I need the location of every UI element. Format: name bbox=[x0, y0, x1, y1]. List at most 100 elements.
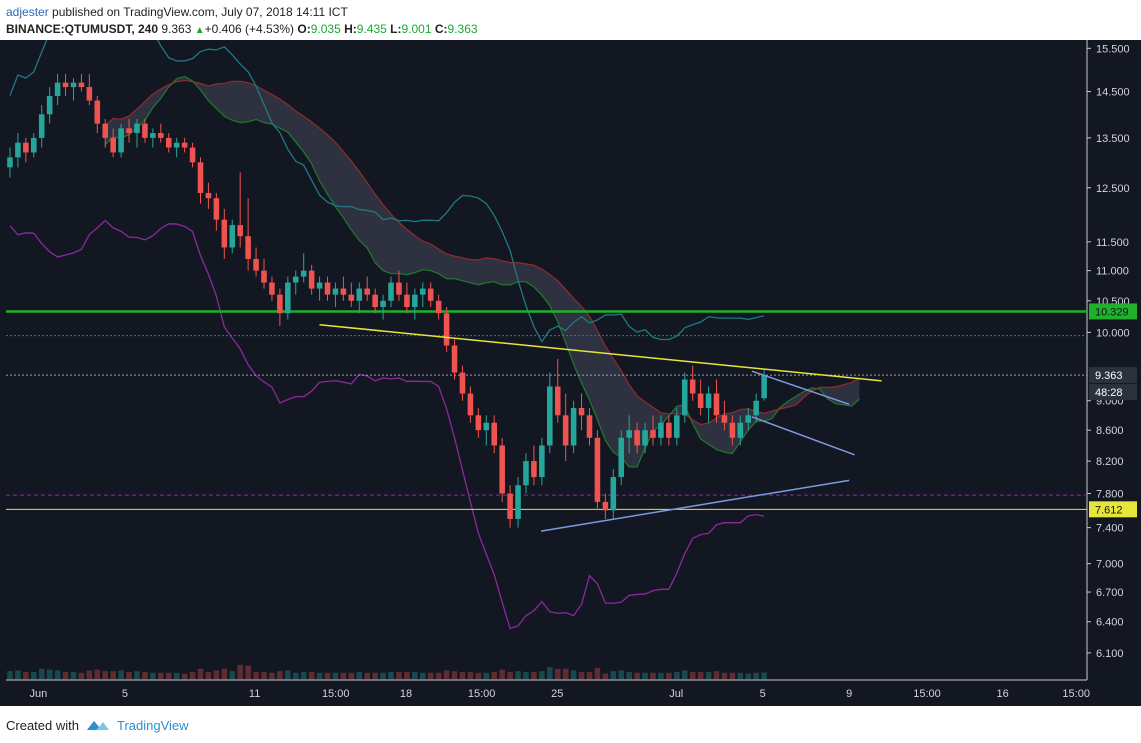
volume-bar bbox=[372, 672, 378, 680]
up-triangle-icon: ▲ bbox=[194, 25, 205, 36]
candle-body bbox=[7, 157, 13, 168]
volume-bar bbox=[245, 665, 251, 680]
y-tick-label: 11.500 bbox=[1096, 237, 1129, 249]
volume-bar bbox=[713, 671, 720, 680]
volume-bar bbox=[364, 672, 370, 680]
price-label-tag bbox=[1089, 367, 1137, 384]
lower-band-line bbox=[9, 219, 765, 630]
volume-bar bbox=[110, 671, 116, 680]
volume-bar bbox=[70, 672, 77, 680]
candle-body bbox=[681, 379, 688, 416]
chart-header: adjester published on TradingView.com, J… bbox=[0, 0, 1141, 40]
open-value: 9.035 bbox=[310, 22, 341, 36]
volume-bar bbox=[261, 672, 267, 680]
x-tick-label: 15:00 bbox=[1062, 688, 1090, 700]
candle-body bbox=[292, 276, 299, 283]
candle-body bbox=[261, 270, 267, 283]
candle-body bbox=[658, 422, 664, 438]
volume-bar bbox=[483, 672, 490, 680]
candle-body bbox=[324, 282, 331, 295]
candle-body bbox=[332, 288, 339, 295]
volume-bar bbox=[427, 672, 434, 680]
volume-bar bbox=[221, 668, 228, 680]
candle-body bbox=[745, 415, 752, 423]
candle-body bbox=[697, 393, 704, 408]
author-link[interactable]: adjester bbox=[6, 5, 49, 19]
price-label-text: 7.612 bbox=[1095, 504, 1123, 516]
candle-body bbox=[753, 400, 759, 416]
volume-bar bbox=[507, 672, 513, 680]
candle-body bbox=[126, 128, 132, 134]
volume-bar bbox=[721, 672, 728, 680]
x-tick-label: 11 bbox=[249, 688, 260, 700]
volume-bar bbox=[332, 672, 339, 680]
candle-body bbox=[150, 133, 156, 138]
candle-body bbox=[475, 415, 482, 431]
x-tick-label: 5 bbox=[122, 688, 128, 700]
volume-bar bbox=[650, 672, 656, 680]
y-tick-label: 13.500 bbox=[1096, 133, 1130, 145]
candle-body bbox=[380, 300, 386, 307]
volume-bar bbox=[316, 672, 323, 680]
volume-bar bbox=[681, 670, 688, 680]
tradingview-logo-icon bbox=[87, 721, 109, 730]
volume-bar bbox=[237, 664, 243, 680]
volume-bar bbox=[602, 673, 609, 680]
candle-body bbox=[499, 445, 505, 494]
candle-body bbox=[666, 422, 672, 438]
volume-bar bbox=[150, 672, 156, 680]
candle-body bbox=[23, 142, 29, 153]
x-tick-label: 15:00 bbox=[322, 688, 350, 700]
volume-bar bbox=[300, 672, 307, 680]
x-tick-label: 25 bbox=[551, 688, 563, 700]
volume-bar bbox=[745, 673, 752, 680]
volume-bar bbox=[158, 672, 164, 680]
volume-bar bbox=[547, 667, 553, 680]
candle-body bbox=[340, 288, 347, 295]
tradingview-link[interactable]: TradingView bbox=[117, 718, 189, 733]
high-value: 9.435 bbox=[356, 22, 387, 36]
volume-bar bbox=[570, 670, 577, 680]
candle-body bbox=[435, 300, 442, 314]
volume-bar bbox=[515, 671, 521, 680]
candle-body bbox=[356, 288, 363, 301]
volume-bar bbox=[62, 672, 69, 680]
volume-bar bbox=[94, 669, 101, 680]
volume-bar bbox=[419, 672, 426, 680]
price-chart[interactable]: 15.50014.50013.50012.50011.50011.00010.5… bbox=[0, 0, 1141, 706]
candle-body bbox=[348, 294, 355, 301]
x-tick-label: Jul bbox=[669, 688, 683, 700]
volume-bar bbox=[396, 672, 402, 680]
candle-body bbox=[308, 270, 315, 289]
y-tick-label: 6.100 bbox=[1096, 648, 1124, 660]
candle-body bbox=[46, 96, 53, 115]
candle-body bbox=[507, 493, 513, 519]
candle-body bbox=[110, 137, 116, 153]
candle-body bbox=[31, 137, 37, 153]
volume-bar bbox=[285, 670, 291, 680]
volume-bar bbox=[729, 672, 736, 680]
volume-bar bbox=[531, 672, 537, 680]
trendline-2 bbox=[751, 370, 850, 406]
candle-body bbox=[269, 282, 275, 295]
volume-bar bbox=[213, 670, 220, 680]
candle-body bbox=[372, 294, 378, 307]
candle-body bbox=[134, 123, 140, 134]
price-label-tag bbox=[1089, 303, 1137, 320]
candle-body bbox=[761, 375, 767, 399]
candle-body bbox=[38, 114, 45, 138]
candle-body bbox=[491, 422, 498, 446]
chart-area[interactable]: 15.500 14.500 13.500 12.500 11.500 11.000 10.5… bbox=[0, 0, 1141, 706]
volume-bar bbox=[737, 672, 744, 680]
volume-bar bbox=[165, 672, 172, 680]
volume-bar bbox=[594, 668, 601, 680]
published-text: published on TradingView.com, July 07, 2… bbox=[48, 5, 348, 19]
x-tick-label: 18 bbox=[400, 688, 412, 700]
price-change: +0.406 (+4.53%) bbox=[204, 22, 295, 36]
candle-body bbox=[713, 393, 720, 416]
volume-bar bbox=[634, 672, 640, 680]
volume-bar bbox=[142, 672, 148, 680]
candle-body bbox=[737, 422, 744, 438]
close-value: 9.363 bbox=[447, 22, 478, 36]
y-tick-label: 7.000 bbox=[1096, 559, 1124, 571]
